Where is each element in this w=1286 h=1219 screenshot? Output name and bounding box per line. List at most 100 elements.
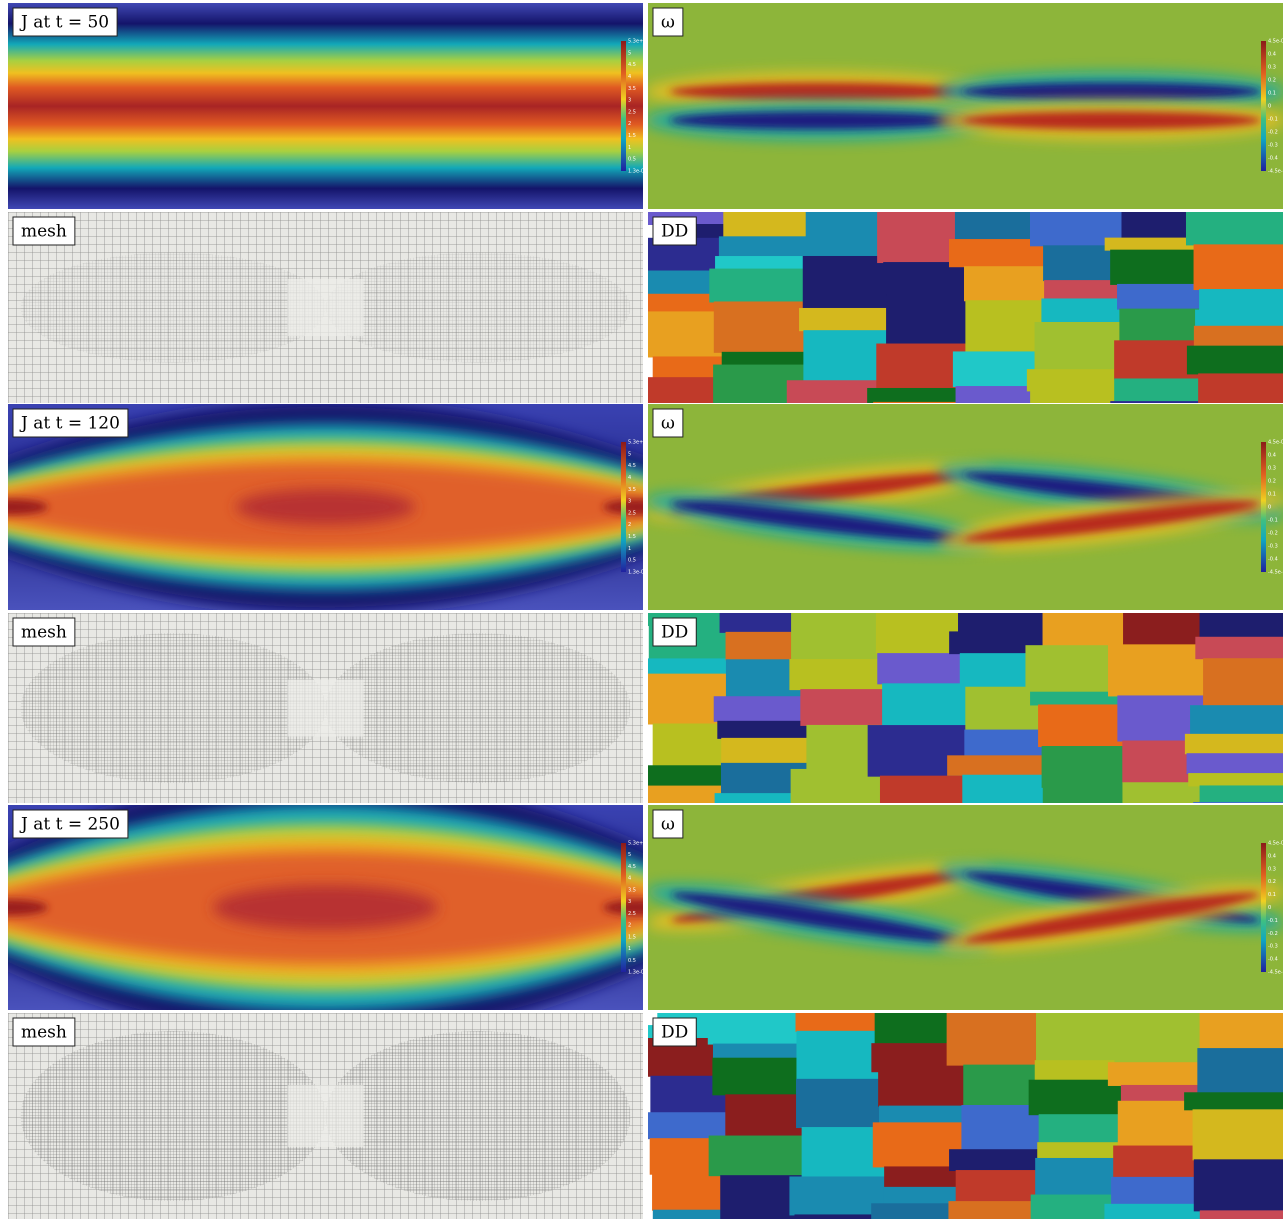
subdomain: [799, 307, 909, 332]
colorbar-label: 1.5: [628, 133, 636, 139]
colorbar-label: 0.4: [1268, 52, 1276, 58]
subdomain: [714, 793, 824, 803]
panel-label: J at t = 120: [19, 414, 120, 434]
colorbar-label: 0.3: [1268, 466, 1276, 472]
colorbar-label: -0.1: [1268, 918, 1278, 924]
vortex-core: [669, 82, 970, 101]
mesh-clear: [287, 679, 364, 737]
colorbar: [621, 843, 626, 972]
subdomain: [1114, 378, 1224, 403]
panel-label: ω: [661, 815, 675, 835]
colorbar-label: 5.3e+00: [628, 39, 650, 45]
mesh-refined: [325, 1031, 631, 1201]
subdomain: [947, 755, 1057, 776]
subdomain: [1026, 369, 1137, 392]
subdomain: [652, 1209, 763, 1219]
colorbar-label: 0.5: [628, 558, 636, 564]
panel: DD: [648, 212, 1283, 403]
colorbar-label: -0.3: [1268, 944, 1278, 950]
colorbar-label: 2: [628, 522, 631, 528]
panel-label: mesh: [21, 623, 67, 643]
colorbar-label: 0.4: [1268, 853, 1276, 859]
panel-label: DD: [661, 623, 688, 643]
panel-label-box: [652, 7, 684, 37]
colorbar-label: -4.5e-01: [1268, 970, 1286, 976]
subdomain: [1185, 212, 1283, 246]
mesh-clear: [287, 278, 364, 337]
subdomain: [1199, 1013, 1283, 1050]
panel-label-box: [652, 617, 697, 647]
colorbar-label: -4.5e-01: [1268, 570, 1286, 576]
colorbar-label: 3.5: [628, 887, 636, 893]
subdomain: [948, 1201, 1058, 1219]
colorbar: [1261, 843, 1266, 972]
colorbar-label: -0.3: [1268, 143, 1278, 149]
colorbar-label: 0.2: [1268, 879, 1276, 885]
subdomain: [708, 1135, 819, 1177]
subdomain: [1186, 753, 1283, 775]
subdomain: [1107, 1062, 1218, 1086]
colorbar-label: -0.4: [1268, 957, 1278, 963]
colorbar-label: 0.5: [628, 157, 636, 163]
vortex-core: [671, 892, 968, 943]
panel-label-box: [12, 408, 129, 438]
colorbar-label: 0.3: [1268, 866, 1276, 872]
colorbar-label: -0.2: [1268, 931, 1278, 937]
panel-label: ω: [661, 414, 675, 434]
colorbar-label: 3.5: [628, 86, 636, 92]
colorbar: [1261, 41, 1266, 171]
panel-label-box: [652, 1017, 697, 1047]
panel: mesh: [8, 212, 643, 403]
subdomain: [1193, 1159, 1283, 1212]
subdomain: [1190, 705, 1283, 735]
colorbar-label: 2: [628, 121, 631, 127]
colorbar-label: 5: [628, 852, 631, 858]
mesh-refined: [325, 633, 631, 783]
colorbar-label: 0.1: [1268, 91, 1276, 97]
panel-label-box: [12, 1017, 76, 1047]
vortex-core: [961, 111, 1262, 130]
colorbar-label: 1.3e-05: [628, 169, 647, 175]
vortex-core: [961, 82, 1262, 101]
colorbar-label: 1.5: [628, 534, 636, 540]
subdomain: [712, 1043, 823, 1059]
subdomain: [1197, 1048, 1283, 1094]
colorbar-label: 0.1: [1268, 492, 1276, 498]
subdomain: [1193, 325, 1283, 347]
colorbar-label: 0.3: [1268, 65, 1276, 71]
colorbar-label: 0.4: [1268, 453, 1276, 459]
subdomain: [1199, 1210, 1283, 1219]
colorbar-label: 0.5: [628, 958, 636, 964]
subdomain: [873, 401, 983, 403]
subdomain: [1188, 773, 1283, 787]
field-core: [235, 489, 416, 525]
subdomain: [1203, 658, 1283, 707]
colorbar-label: 1: [628, 946, 631, 952]
colorbar-label: 4.5: [628, 864, 636, 870]
mesh-refined: [20, 633, 326, 783]
panel-label-box: [12, 7, 118, 37]
colorbar-label: 1: [628, 145, 631, 151]
colorbar-label: 5.3e+00: [628, 841, 650, 847]
colorbar-label: 4.5: [628, 62, 636, 68]
panel: 5.3e+00 5 4.5 4 3.5 3 2.5 2 1.5 1 0.5 1.3e-05 J at t…: [8, 3, 650, 209]
panel: 4.5e-01 0.4 0.3 0.2 0.1 0 -0.1 -0.2 -0.3 -0.4 -4.5…: [648, 404, 1286, 610]
colorbar-label: 2.5: [628, 510, 636, 516]
subdomain: [709, 268, 819, 303]
colorbar-label: 5: [628, 50, 631, 56]
colorbar: [621, 41, 626, 171]
colorbar-label: 0.2: [1268, 78, 1276, 84]
panel: mesh: [8, 1013, 643, 1219]
mesh-clear: [287, 1085, 364, 1147]
colorbar-label: 5.3e+00: [628, 440, 650, 446]
colorbar-label: 0: [1268, 104, 1271, 110]
colorbar-label: -0.1: [1268, 518, 1278, 524]
panel-label-box: [652, 216, 697, 246]
panel-label-box: [652, 408, 684, 438]
mesh-refined: [325, 252, 631, 363]
panel-label: J at t = 50: [19, 13, 109, 33]
panel-label-box: [12, 216, 76, 246]
field-core: [213, 885, 438, 930]
